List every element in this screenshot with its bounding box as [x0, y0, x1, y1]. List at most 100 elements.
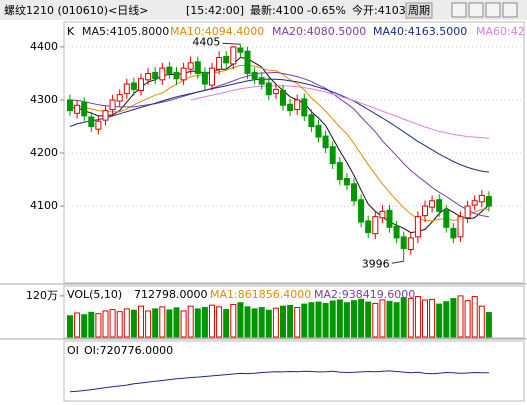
candle-body	[159, 67, 166, 81]
volume-bar	[358, 298, 365, 338]
candle-body	[422, 205, 428, 217]
volume-bar	[386, 300, 393, 338]
volume-bar	[258, 307, 265, 338]
volume-bar	[471, 296, 478, 338]
volume-panel	[63, 285, 525, 339]
volume-bar	[365, 301, 372, 338]
price-panel	[63, 21, 525, 284]
volume-bar	[301, 303, 308, 338]
volume-bar	[223, 309, 230, 338]
candle-body	[464, 205, 471, 219]
volume-bar	[216, 306, 223, 338]
volume-bar	[464, 300, 471, 338]
candle-body	[109, 99, 116, 111]
candle-body	[436, 199, 443, 212]
candle-body	[95, 120, 102, 130]
candle-body	[386, 209, 393, 228]
candle-body	[145, 72, 152, 81]
candle-body	[116, 94, 123, 102]
candle-body	[365, 220, 372, 234]
annotation-leader	[391, 260, 404, 264]
candle-body	[443, 209, 450, 228]
volume-bar	[407, 298, 414, 338]
period-button[interactable]	[405, 2, 433, 19]
candle-body	[88, 116, 95, 128]
y-tick-label: 4300	[30, 93, 58, 106]
volume-bar	[88, 311, 95, 338]
volume-bar	[351, 300, 357, 338]
volume-bar	[145, 310, 152, 338]
volume-bar	[272, 307, 279, 338]
oi-line	[69, 370, 489, 393]
oi-panel	[63, 340, 525, 402]
candle-body	[223, 55, 230, 64]
annotation-leader	[222, 42, 241, 45]
k-label: K	[67, 25, 75, 38]
volume-bar	[237, 302, 244, 338]
icon-button[interactable]	[451, 2, 467, 18]
icon-button[interactable]	[485, 2, 501, 18]
y-tick-label: 4100	[30, 199, 58, 212]
open: 今开:4103	[352, 3, 406, 17]
volume-bar	[436, 303, 443, 338]
oi-current: OI:720776.0000	[84, 344, 173, 357]
candle-body	[272, 88, 279, 95]
vol-current: 712798.0000	[134, 288, 207, 301]
candle-body	[209, 67, 215, 86]
candle-body	[407, 237, 414, 251]
volume-bar	[159, 306, 166, 338]
volume-bar	[81, 314, 88, 338]
high-annotation: 4405	[192, 35, 220, 48]
volume-bar	[287, 304, 294, 338]
candle-body	[102, 110, 109, 121]
ma-line	[69, 71, 489, 218]
candle-body	[230, 46, 237, 65]
header-bar	[0, 0, 527, 20]
candle-body	[280, 89, 286, 106]
candle-body	[123, 83, 130, 95]
volume-bar	[123, 308, 130, 338]
candle-body	[187, 62, 194, 70]
candle-body	[336, 162, 343, 181]
candle-body	[180, 67, 187, 81]
candle-body	[152, 71, 159, 80]
volume-bar	[187, 305, 194, 338]
candle-body	[173, 71, 180, 80]
volume-bar	[379, 299, 386, 338]
candle-body	[322, 135, 329, 149]
icon-button[interactable]	[468, 2, 484, 18]
candle-body	[294, 99, 301, 111]
volume-bar	[67, 315, 73, 338]
y-tick-label: 4400	[30, 40, 58, 53]
title: 螺纹1210 (010610)<日线>	[4, 3, 149, 17]
candle-body	[81, 102, 88, 117]
vol-label: VOL(5,10)	[67, 288, 122, 301]
volume-bar	[244, 306, 251, 338]
volume-bar	[130, 309, 137, 338]
volume-bar	[74, 312, 81, 338]
volume-bar	[315, 301, 322, 338]
latest: 最新:4100	[250, 3, 304, 17]
volume-bar	[443, 301, 450, 338]
volume-bar	[95, 313, 102, 338]
volume-bar	[194, 308, 201, 338]
candle-body	[429, 200, 436, 208]
candle-body	[485, 196, 492, 207]
volume-bar	[457, 295, 464, 338]
candle-body	[237, 47, 244, 53]
candle-body	[201, 71, 208, 85]
icon-button[interactable]	[502, 2, 518, 18]
candle-body	[372, 216, 379, 235]
volume-bar	[294, 307, 301, 338]
volume-bar	[322, 302, 329, 338]
candle-body	[308, 114, 315, 128]
candle-body	[244, 50, 251, 74]
candle-body	[471, 200, 478, 206]
legend-entry: MA40:4163.5000	[373, 25, 467, 38]
period[interactable]: 周期	[408, 4, 430, 17]
candle-body	[343, 177, 350, 186]
candle-body	[358, 199, 365, 223]
candle-body	[216, 57, 223, 70]
candle-body	[130, 82, 137, 90]
